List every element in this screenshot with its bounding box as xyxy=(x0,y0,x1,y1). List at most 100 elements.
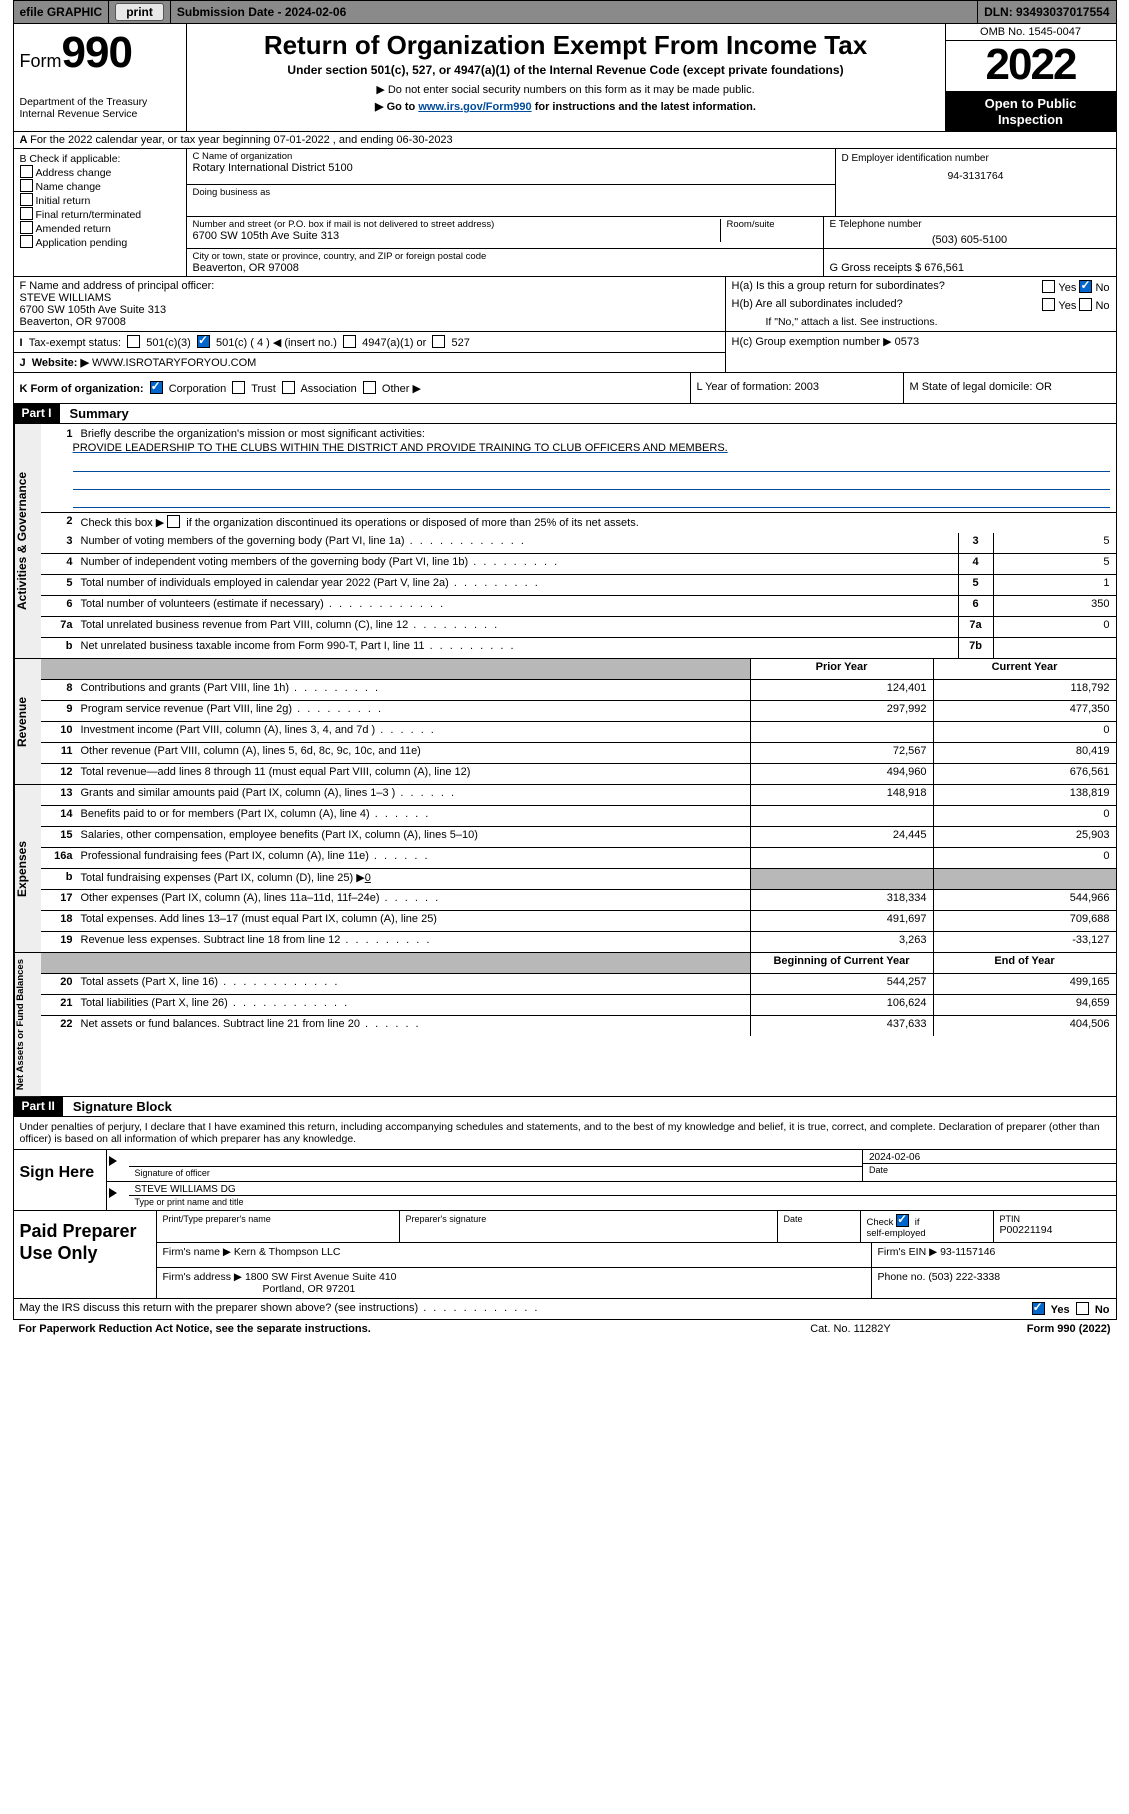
may-irs-no[interactable] xyxy=(1076,1302,1089,1315)
hb-yes[interactable] xyxy=(1042,298,1055,311)
firm-ein-label: Firm's EIN ▶ xyxy=(878,1246,938,1258)
firm-addr1: 1800 SW First Avenue Suite 410 xyxy=(245,1271,397,1283)
expenses-block: Expenses 13Grants and similar amounts pa… xyxy=(13,785,1117,953)
city-label: City or town, state or province, country… xyxy=(193,251,817,262)
may-irs-row: May the IRS discuss this return with the… xyxy=(13,1299,1117,1320)
officer-addr2: Beaverton, OR 97008 xyxy=(20,316,719,328)
checkbox-527[interactable] xyxy=(432,335,445,348)
line-8-desc: Contributions and grants (Part VIII, lin… xyxy=(77,680,750,700)
line-2-checkbox[interactable] xyxy=(167,515,180,528)
print-button[interactable]: print xyxy=(115,3,164,21)
may-irs-yes[interactable] xyxy=(1032,1302,1045,1315)
line-7b-desc: Net unrelated business taxable income fr… xyxy=(77,638,958,658)
dln: DLN: 93493037017554 xyxy=(978,1,1115,23)
checkbox-4947[interactable] xyxy=(343,335,356,348)
org-name: Rotary International District 5100 xyxy=(193,162,829,174)
dba-label: Doing business as xyxy=(193,187,829,198)
vtab-revenue: Revenue xyxy=(14,659,41,784)
line-11-desc: Other revenue (Part VIII, column (A), li… xyxy=(77,743,750,763)
sig-name-value: STEVE WILLIAMS DG xyxy=(135,1184,1110,1195)
line-17-prior: 318,334 xyxy=(750,890,933,910)
hb-no[interactable] xyxy=(1079,298,1092,311)
checkbox-501c[interactable] xyxy=(197,335,210,348)
checkbox-initial-return[interactable] xyxy=(20,193,33,206)
form-header: Form990 Department of the Treasury Inter… xyxy=(13,24,1117,132)
arrow-icon xyxy=(107,1182,129,1210)
firm-name-value: Kern & Thompson LLC xyxy=(234,1246,341,1258)
line-18-desc: Total expenses. Add lines 13–17 (must eq… xyxy=(77,911,750,931)
line-14-prior xyxy=(750,806,933,826)
officer-label: F Name and address of principal officer: xyxy=(20,280,719,292)
checkbox-amended[interactable] xyxy=(20,221,33,234)
sig-date-label: Date xyxy=(863,1163,1116,1176)
line-2: Check this box ▶ if the organization dis… xyxy=(77,513,1116,533)
line-12-prior: 494,960 xyxy=(750,764,933,784)
col-h: H(a) Is this a group return for subordin… xyxy=(725,277,1116,372)
k-trust[interactable] xyxy=(232,381,245,394)
line-10-desc: Investment income (Part VIII, column (A)… xyxy=(77,722,750,742)
print-cell: print xyxy=(109,1,171,23)
irs-link[interactable]: www.irs.gov/Form990 xyxy=(418,101,531,113)
col-b-checkboxes: B Check if applicable: Address change Na… xyxy=(14,149,187,276)
form-title: Return of Organization Exempt From Incom… xyxy=(197,30,935,61)
end-year-hdr: End of Year xyxy=(933,953,1116,973)
form-number: 990 xyxy=(62,28,132,77)
ein-label: D Employer identification number xyxy=(842,153,1110,164)
checkbox-501c3[interactable] xyxy=(127,335,140,348)
form-subtitle-1: Under section 501(c), 527, or 4947(a)(1)… xyxy=(197,63,935,77)
checkbox-app-pending[interactable] xyxy=(20,235,33,248)
ptin-label: PTIN xyxy=(1000,1214,1110,1224)
org-name-label: C Name of organization xyxy=(193,151,829,162)
form-word: Form xyxy=(20,51,62,71)
line-9-prior: 297,992 xyxy=(750,701,933,721)
may-irs-text: May the IRS discuss this return with the… xyxy=(20,1302,1032,1316)
sig-officer-label: Signature of officer xyxy=(129,1166,863,1179)
ha-no[interactable] xyxy=(1079,280,1092,293)
k-corp[interactable] xyxy=(150,381,163,394)
omb-number: OMB No. 1545-0047 xyxy=(946,24,1116,41)
vtab-net-assets: Net Assets or Fund Balances xyxy=(14,953,41,1096)
firm-phone-label: Phone no. xyxy=(878,1271,926,1283)
prior-year-hdr: Prior Year xyxy=(750,659,933,679)
curr-year-hdr: Current Year xyxy=(933,659,1116,679)
sign-here-label: Sign Here xyxy=(14,1150,107,1210)
vtab-activities: Activities & Governance xyxy=(14,424,41,658)
section-f-to-j: F Name and address of principal officer:… xyxy=(13,277,1117,373)
line-13-prior: 148,918 xyxy=(750,785,933,805)
checkbox-name-change[interactable] xyxy=(20,179,33,192)
line-21-prior: 106,624 xyxy=(750,995,933,1015)
self-employed-checkbox[interactable] xyxy=(896,1214,909,1227)
col-b-hdr: B Check if applicable: xyxy=(20,153,180,165)
line-15-prior: 24,445 xyxy=(750,827,933,847)
line-3-desc: Number of voting members of the governin… xyxy=(77,533,958,553)
line-15-curr: 25,903 xyxy=(933,827,1116,847)
col-d-ein: D Employer identification number 94-3131… xyxy=(835,149,1116,216)
line-18-curr: 709,688 xyxy=(933,911,1116,931)
begin-year-hdr: Beginning of Current Year xyxy=(750,953,933,973)
row-i: I Tax-exempt status: 501(c)(3) 501(c) ( … xyxy=(14,332,725,353)
gross-receipts: G Gross receipts $ 676,561 xyxy=(830,262,965,274)
prep-date-label: Date xyxy=(784,1214,854,1224)
part-2-title: Signature Block xyxy=(63,1097,182,1116)
efile-label: efile GRAPHIC xyxy=(14,1,110,23)
addr-label: Number and street (or P.O. box if mail i… xyxy=(193,219,720,230)
row-a-tax-year: A For the 2022 calendar year, or tax yea… xyxy=(13,132,1117,149)
signature-block: Under penalties of perjury, I declare th… xyxy=(13,1117,1117,1150)
line-21-desc: Total liabilities (Part X, line 26) xyxy=(77,995,750,1015)
line-1-desc: Briefly describe the organization's miss… xyxy=(77,426,1116,442)
checkbox-final-return[interactable] xyxy=(20,207,33,220)
sig-name-label: Type or print name and title xyxy=(129,1195,1116,1208)
line-6-val: 350 xyxy=(993,596,1116,616)
ha-yes[interactable] xyxy=(1042,280,1055,293)
checkbox-address-change[interactable] xyxy=(20,165,33,178)
row-k-l-m: K Form of organization: Corporation Trus… xyxy=(13,373,1117,404)
firm-addr2: Portland, OR 97201 xyxy=(263,1283,356,1295)
part-2-badge: Part II xyxy=(14,1097,63,1116)
k-other[interactable] xyxy=(363,381,376,394)
line-3-val: 5 xyxy=(993,533,1116,553)
line-13-curr: 138,819 xyxy=(933,785,1116,805)
line-5-desc: Total number of individuals employed in … xyxy=(77,575,958,595)
col-c-org-info: C Name of organization Rotary Internatio… xyxy=(187,149,1116,276)
arrow-icon xyxy=(107,1150,129,1181)
k-assoc[interactable] xyxy=(282,381,295,394)
